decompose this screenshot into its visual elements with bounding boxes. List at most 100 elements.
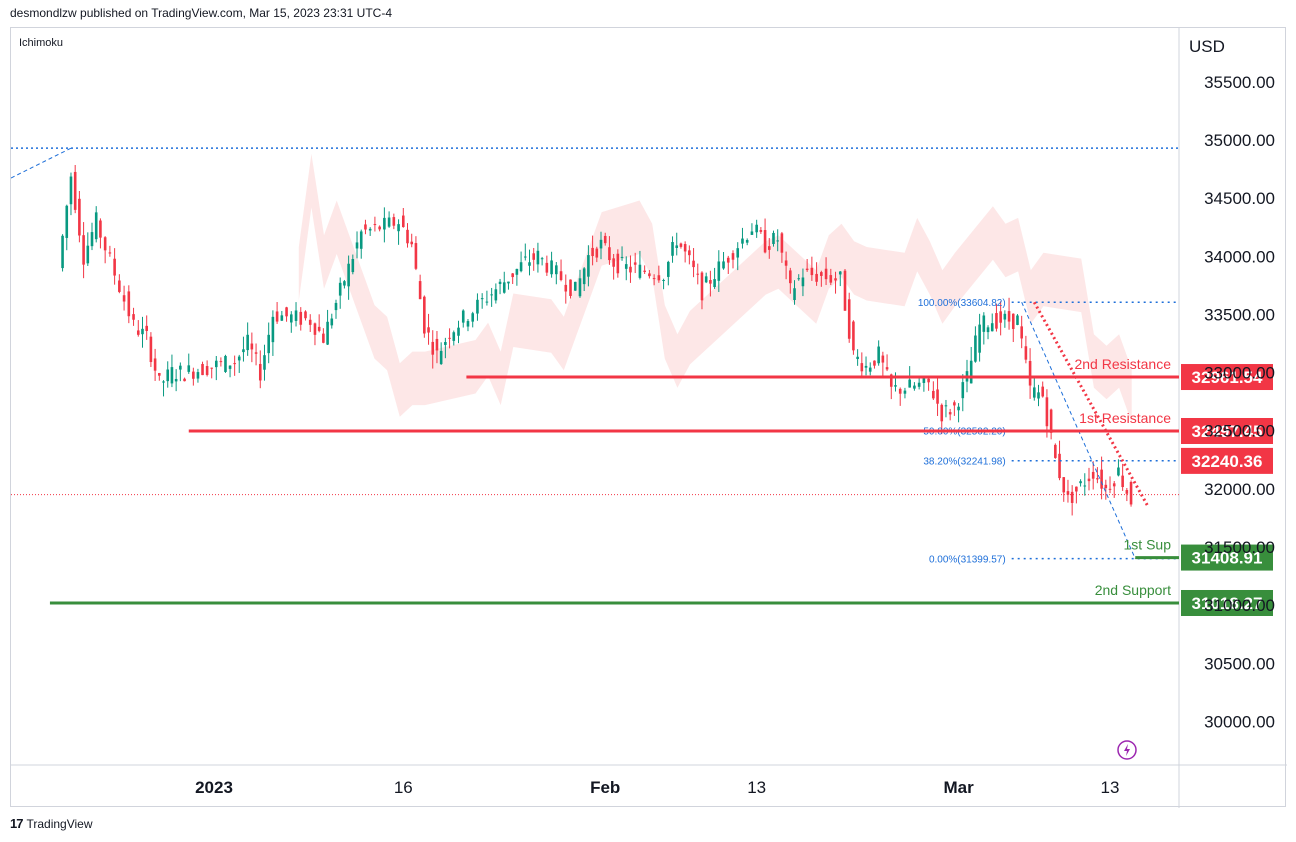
candle-body bbox=[1041, 386, 1045, 397]
candle-body bbox=[153, 358, 157, 371]
y-tick-label: 33000.00 bbox=[1204, 364, 1275, 383]
candle-body bbox=[667, 261, 670, 277]
candle-body bbox=[564, 284, 568, 292]
tradingview-logo[interactable]: 17 TradingView bbox=[10, 816, 93, 831]
candle-body bbox=[688, 250, 691, 256]
publish-info: desmondlzw published on TradingView.com,… bbox=[10, 6, 392, 20]
candle-body bbox=[355, 242, 359, 249]
candle-body bbox=[94, 212, 98, 240]
candle-body bbox=[995, 313, 998, 329]
candle-body bbox=[476, 299, 479, 314]
price-badge bbox=[1181, 417, 1273, 444]
candle-body bbox=[383, 217, 386, 230]
candle-body bbox=[179, 365, 182, 370]
candle-body bbox=[338, 282, 342, 296]
candle-body bbox=[903, 390, 907, 394]
candle-body bbox=[815, 273, 818, 282]
candle-body bbox=[616, 253, 620, 274]
candle-body bbox=[1100, 469, 1103, 489]
price-badge bbox=[1181, 589, 1273, 616]
candle-body bbox=[648, 273, 651, 277]
candle-body bbox=[820, 272, 823, 276]
price-badge bbox=[1181, 364, 1273, 391]
candle-body bbox=[838, 271, 842, 275]
candle-body bbox=[780, 233, 784, 253]
candle-body bbox=[242, 349, 245, 353]
candle-body bbox=[528, 262, 531, 266]
candle-body bbox=[174, 378, 178, 382]
x-tick-label: Mar bbox=[943, 778, 974, 797]
candle-body bbox=[1011, 313, 1015, 329]
candle-body bbox=[856, 356, 859, 360]
candle-body bbox=[633, 262, 637, 265]
candle-body bbox=[679, 243, 683, 247]
candle-body bbox=[917, 382, 921, 387]
candle-body bbox=[214, 360, 218, 368]
candle-body bbox=[638, 264, 642, 278]
candle-body bbox=[427, 327, 430, 333]
candle-body bbox=[263, 355, 266, 370]
candle-body bbox=[1117, 467, 1120, 476]
candle-body bbox=[948, 412, 952, 415]
candle-body bbox=[885, 367, 889, 370]
candle-body bbox=[573, 281, 577, 291]
candle-body bbox=[118, 280, 121, 292]
candle-body bbox=[767, 246, 771, 250]
candle-body bbox=[1121, 475, 1124, 488]
candle-body bbox=[326, 321, 329, 345]
candle-body bbox=[587, 255, 590, 277]
candle-body bbox=[1112, 483, 1116, 487]
candle-body bbox=[387, 217, 391, 227]
candle-body bbox=[73, 171, 77, 210]
candle-body bbox=[1125, 490, 1129, 494]
level-name: 2nd Support bbox=[1095, 582, 1171, 598]
candle-body bbox=[759, 230, 763, 232]
ichimoku-cloud bbox=[298, 153, 1132, 423]
candle-body bbox=[1049, 409, 1053, 433]
candle-body bbox=[797, 278, 801, 280]
x-tick-label: Feb bbox=[590, 778, 620, 797]
candle-body bbox=[932, 390, 935, 399]
candle-body bbox=[559, 271, 563, 281]
candle-body bbox=[1096, 478, 1099, 480]
candle-body bbox=[578, 278, 582, 297]
candle-body bbox=[219, 361, 223, 363]
candle-body bbox=[961, 382, 965, 399]
candle-body bbox=[289, 314, 293, 323]
candle-body bbox=[1045, 397, 1049, 427]
candle-body bbox=[448, 337, 451, 339]
candle-body bbox=[228, 365, 232, 369]
candle-body bbox=[944, 405, 948, 407]
price-badge-label: 31408.91 bbox=[1192, 549, 1263, 568]
y-tick-label: 31000.00 bbox=[1204, 596, 1275, 615]
candle-body bbox=[624, 264, 628, 269]
candle-body bbox=[722, 261, 725, 269]
candle-body bbox=[1062, 477, 1066, 493]
candle-body bbox=[368, 228, 372, 231]
candle-body bbox=[713, 279, 716, 288]
candle-body bbox=[843, 270, 847, 311]
candle-body bbox=[347, 263, 350, 287]
candle-body bbox=[990, 323, 994, 332]
tradingview-logo-icon: 17 bbox=[10, 816, 24, 831]
candle-body bbox=[308, 319, 312, 325]
candle-body bbox=[233, 363, 236, 365]
candle-body bbox=[61, 235, 64, 269]
candle-body bbox=[494, 289, 498, 301]
level-name: 1st Sup bbox=[1124, 537, 1172, 553]
candle-body bbox=[1070, 491, 1074, 503]
candle-body bbox=[731, 253, 735, 260]
candle-body bbox=[1066, 491, 1070, 495]
candle-body bbox=[423, 296, 426, 334]
candle-body bbox=[280, 315, 284, 321]
candle-body bbox=[99, 220, 102, 238]
candle-body bbox=[662, 280, 665, 282]
price-chart[interactable]: 100.00%(33604.82)50.00%(32502.20)38.20%(… bbox=[11, 28, 1287, 808]
candle-body bbox=[957, 406, 960, 411]
candle-body bbox=[953, 402, 956, 406]
y-tick-label: 35000.00 bbox=[1204, 131, 1275, 150]
candle-body bbox=[196, 372, 200, 379]
candle-body bbox=[829, 275, 833, 283]
chart-frame: 100.00%(33604.82)50.00%(32502.20)38.20%(… bbox=[10, 27, 1287, 808]
candle-body bbox=[90, 232, 94, 247]
